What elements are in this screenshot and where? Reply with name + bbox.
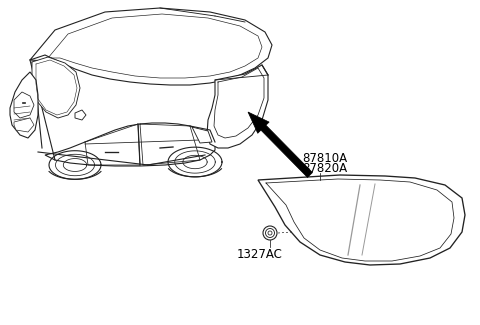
Polygon shape	[14, 92, 34, 118]
Text: 1327AC: 1327AC	[237, 248, 283, 261]
Text: 87810A: 87810A	[302, 152, 347, 165]
Polygon shape	[192, 127, 212, 143]
Polygon shape	[32, 57, 80, 118]
Polygon shape	[30, 8, 272, 85]
Polygon shape	[258, 175, 465, 265]
Text: 87820A: 87820A	[302, 162, 347, 175]
Polygon shape	[14, 118, 34, 132]
Polygon shape	[10, 72, 38, 138]
Polygon shape	[248, 112, 312, 177]
Polygon shape	[207, 65, 268, 148]
Polygon shape	[45, 123, 215, 166]
Polygon shape	[75, 110, 86, 120]
